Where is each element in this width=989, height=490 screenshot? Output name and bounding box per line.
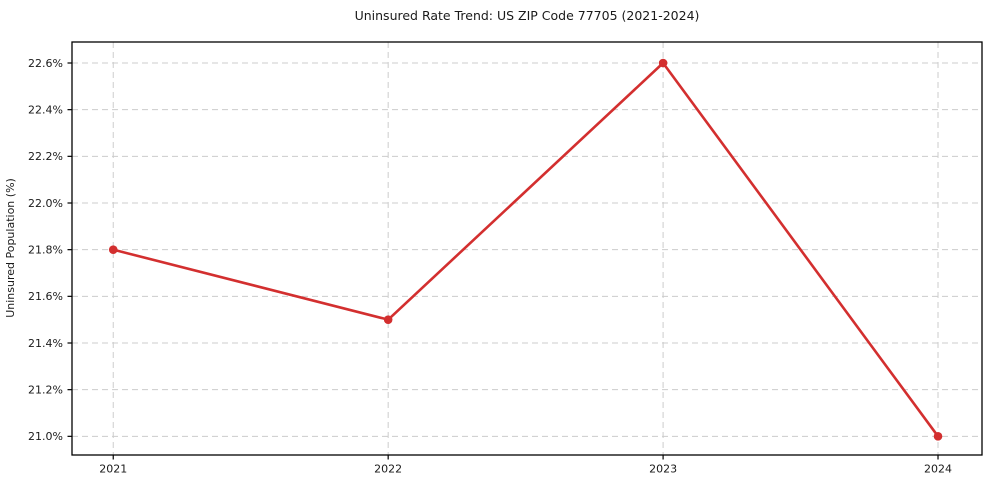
y-tick-label: 21.8% bbox=[28, 243, 63, 256]
trend-line bbox=[111, 61, 940, 438]
plot-border bbox=[71, 41, 983, 456]
y-tick-label: 21.4% bbox=[28, 337, 63, 350]
data-point-marker bbox=[383, 315, 393, 324]
plot-border-rect bbox=[71, 41, 983, 456]
data-series bbox=[108, 58, 943, 441]
y-tick-label: 22.4% bbox=[28, 103, 63, 116]
axis-ticks bbox=[67, 62, 939, 460]
data-point-marker bbox=[933, 432, 943, 441]
x-tick-label: 2023 bbox=[649, 463, 677, 476]
y-tick-label: 21.6% bbox=[28, 290, 63, 303]
data-point-marker bbox=[108, 245, 118, 254]
y-axis-label: Uninsured Population (%) bbox=[4, 178, 17, 318]
y-tick-label: 22.6% bbox=[28, 57, 63, 70]
y-tick-label: 22.2% bbox=[28, 150, 63, 163]
y-tick-label: 22.0% bbox=[28, 197, 63, 210]
x-tick-label: 2024 bbox=[924, 463, 952, 476]
y-tick-label: 21.0% bbox=[28, 430, 63, 443]
tick-labels: 21.0% 21.2% 21.4% 21.6% 21.8% 22.0% 22.2% 22.4%… bbox=[28, 57, 952, 476]
x-tick-label: 2021 bbox=[99, 463, 127, 476]
gridlines bbox=[72, 42, 982, 455]
x-tick-label: 2022 bbox=[374, 463, 402, 476]
y-tick-label: 21.2% bbox=[28, 383, 63, 396]
data-point-marker bbox=[658, 58, 668, 68]
chart-title: Uninsured Rate Trend: US ZIP Code 77705 … bbox=[355, 8, 700, 23]
